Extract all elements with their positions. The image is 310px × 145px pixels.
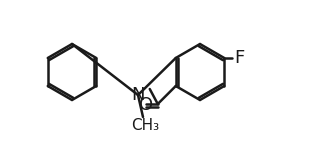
Text: O: O [139,96,153,114]
Text: F: F [234,49,245,67]
Text: N: N [131,86,145,104]
Text: CH₃: CH₃ [131,117,159,133]
